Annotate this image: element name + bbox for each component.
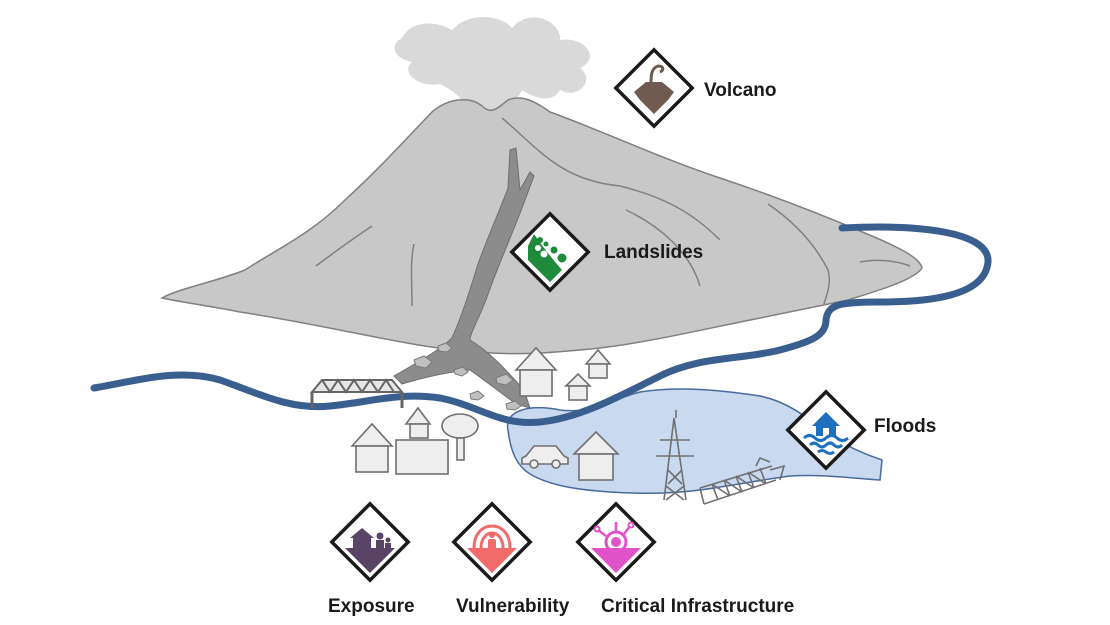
house (350, 422, 394, 473)
volcano-icon (613, 47, 695, 129)
critical-infrastructure-icon (575, 501, 657, 583)
water-tower (441, 413, 479, 461)
landslides-label: Landslides (604, 242, 704, 263)
collapsed-pylon (699, 456, 786, 505)
house (404, 406, 432, 439)
mountain-ridges (315, 117, 911, 307)
flood-house-icon (785, 389, 867, 471)
house (584, 348, 612, 379)
smoke-plume (394, 17, 590, 118)
building (395, 439, 449, 475)
landslide-icon (509, 211, 591, 293)
exposure-label: Exposure (328, 596, 415, 617)
house (514, 346, 558, 397)
power-pylon (656, 410, 694, 501)
river (90, 223, 992, 427)
volcano-label: Volcano (704, 80, 777, 101)
landslide-flow (393, 147, 535, 409)
exposure-icon (329, 501, 411, 583)
vulnerability-label: Vulnerability (456, 596, 570, 617)
houses (350, 346, 620, 481)
house (564, 372, 592, 401)
critical-infrastructure-label: Critical Infrastructure (601, 596, 795, 617)
house (572, 430, 620, 481)
car (521, 445, 569, 469)
vulnerability-icon (451, 501, 533, 583)
floods-label: Floods (874, 416, 937, 437)
bridge (309, 378, 405, 408)
